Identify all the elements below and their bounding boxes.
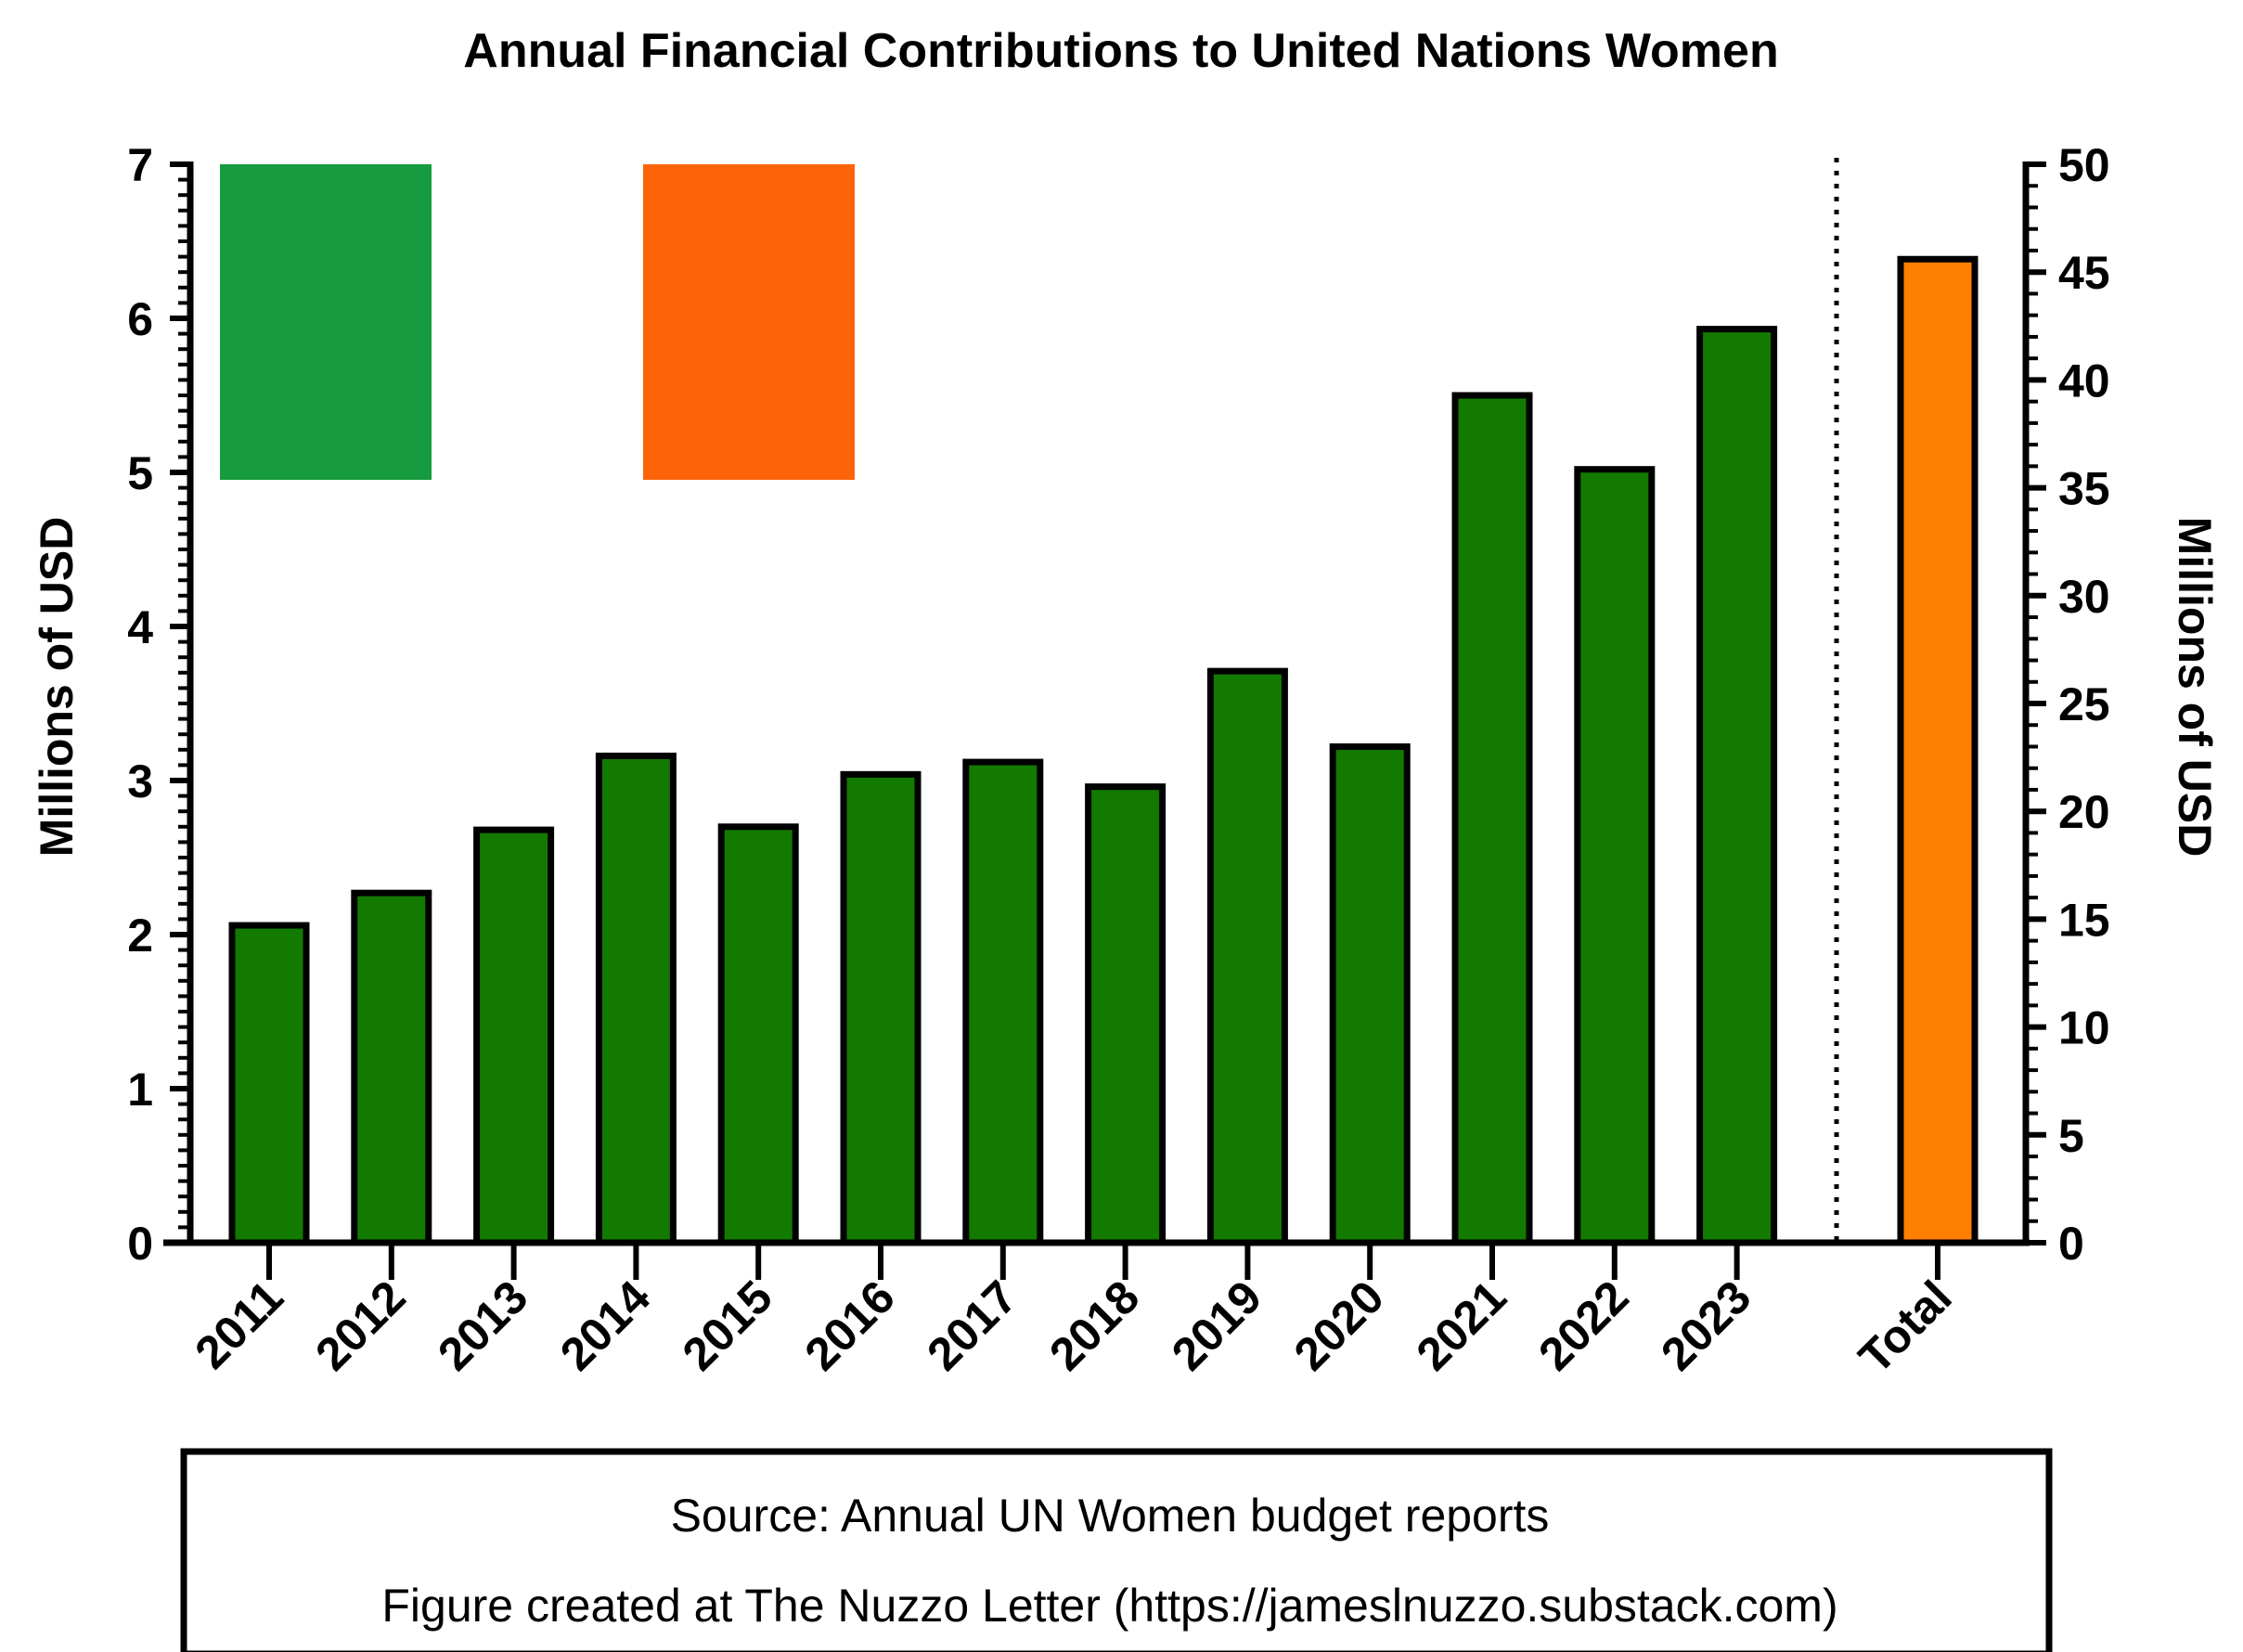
left-tick-label: 2 — [127, 910, 153, 962]
flag-orange-stripe — [643, 164, 855, 480]
bar-2016 — [840, 770, 922, 1246]
x-tick-label-2020: 2020 — [1284, 1271, 1394, 1380]
right-tick-label: 20 — [2058, 786, 2110, 838]
x-axis-labels: 2011 2012 2013 2014 2015 2016 2017 2018 2019 2020… — [185, 1243, 1962, 1384]
left-tick-label: 7 — [127, 139, 153, 191]
flag-white-stripe — [432, 164, 643, 480]
bar-2015 — [717, 823, 799, 1246]
left-tick-label: 5 — [127, 447, 153, 499]
left-tick-label: 4 — [127, 601, 153, 653]
bar-2018 — [1085, 783, 1167, 1246]
right-tick-label: 40 — [2058, 355, 2110, 407]
bar-2013 — [473, 826, 555, 1246]
left-tick-label: 6 — [127, 293, 153, 345]
x-tick-label-2011: 2011 — [185, 1271, 292, 1378]
left-axis-title: Millions of USD — [31, 517, 83, 858]
right-axis-title: Millions of USD — [2169, 517, 2221, 858]
right-tick-label: 25 — [2058, 678, 2110, 730]
x-tick-label-2015: 2015 — [673, 1271, 782, 1380]
x-tick-label-2023: 2023 — [1651, 1271, 1760, 1380]
bar-2017 — [962, 758, 1044, 1246]
bars — [228, 255, 1979, 1246]
bar-2014 — [595, 752, 677, 1246]
left-tick-label: 3 — [127, 755, 153, 807]
right-tick-label: 0 — [2058, 1218, 2084, 1270]
bar-2022 — [1574, 466, 1656, 1246]
right-tick-label: 30 — [2058, 571, 2110, 623]
left-tick-label: 0 — [127, 1218, 153, 1270]
x-tick-label-2012: 2012 — [305, 1271, 415, 1380]
x-tick-label-2016: 2016 — [795, 1271, 905, 1380]
bar-2021 — [1451, 392, 1533, 1246]
x-tick-label-2014: 2014 — [550, 1271, 660, 1380]
right-tick-label: 50 — [2058, 139, 2110, 191]
flag-green-stripe — [220, 164, 432, 480]
right-tick-label: 15 — [2058, 894, 2110, 946]
right-tick-label: 5 — [2058, 1110, 2084, 1162]
chart-title: Annual Financial Contributions to United… — [463, 24, 1778, 78]
x-tick-label-2017: 2017 — [917, 1271, 1026, 1380]
x-tick-label-2022: 2022 — [1528, 1271, 1638, 1380]
bar-2012 — [351, 889, 432, 1246]
bar-2019 — [1206, 667, 1288, 1246]
irish-flag-icon — [220, 164, 855, 480]
x-tick-label-total: Total — [1849, 1271, 1961, 1383]
bar-total — [1897, 255, 1979, 1246]
right-tick-label: 35 — [2058, 463, 2110, 515]
bar-2020 — [1329, 742, 1411, 1246]
notes-box — [180, 1448, 2053, 1652]
credit-note: Figure created at The Nuzzo Letter (http… — [381, 1580, 1837, 1632]
x-tick-label-2018: 2018 — [1039, 1271, 1149, 1380]
bar-2011 — [228, 922, 310, 1246]
x-tick-label-2019: 2019 — [1162, 1271, 1271, 1380]
bar-2023 — [1696, 326, 1778, 1246]
x-tick-label-2021: 2021 — [1407, 1271, 1516, 1380]
left-axis-ticks: 0 1 2 3 4 5 6 7 — [127, 139, 190, 1270]
right-tick-label: 45 — [2058, 247, 2110, 299]
x-tick-label-2013: 2013 — [428, 1271, 537, 1380]
source-note: Source: Annual UN Women budget reports — [671, 1490, 1550, 1542]
right-tick-label: 10 — [2058, 1002, 2110, 1054]
right-axis-ticks: 0 5 10 15 20 25 30 35 40 45 50 — [2026, 139, 2110, 1270]
left-tick-label: 1 — [127, 1064, 153, 1116]
